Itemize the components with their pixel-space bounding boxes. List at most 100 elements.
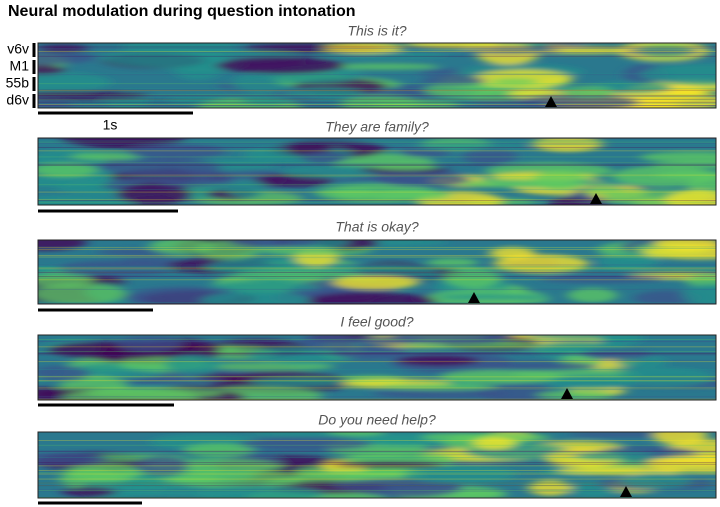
heatmap-stripe: [38, 94, 716, 96]
heatmap-blob: [684, 273, 716, 287]
heatmap-stripe: [38, 247, 716, 249]
heatmap-blob: [200, 291, 312, 304]
heatmap-stripe: [38, 451, 716, 453]
heatmap-stripe: [38, 272, 716, 274]
heatmap: [38, 138, 716, 205]
heatmap-stripe: [38, 485, 716, 486]
heatmap-blob: [171, 470, 304, 489]
heatmap-blob: [117, 183, 191, 205]
heatmap-stripe: [38, 83, 716, 85]
heatmap-stripe: [38, 482, 716, 484]
heatmap-stripe: [38, 388, 716, 390]
heatmap-blob: [38, 51, 97, 65]
heatmap-blob: [38, 240, 87, 251]
heatmap-stripe: [38, 184, 716, 186]
heatmap-stripe: [38, 279, 716, 281]
heatmap-blob: [317, 52, 449, 59]
heatmap-stripe: [38, 96, 716, 98]
heatmap-stripe: [38, 164, 716, 166]
heatmap-blob: [642, 245, 716, 260]
region-label: v6v: [7, 41, 29, 57]
heatmap-stripe: [38, 138, 716, 140]
heatmap-blob: [57, 260, 172, 277]
heatmap-stripe: [38, 340, 716, 342]
heatmap-stripe: [38, 354, 716, 356]
heatmap-stripe: [38, 274, 716, 276]
heatmap-blob: [284, 87, 365, 100]
heatmap-blob: [374, 173, 471, 187]
heatmap-stripe: [38, 376, 716, 378]
heatmap-blob: [203, 362, 335, 371]
heatmap-blob: [403, 464, 516, 484]
heatmap-stripe: [38, 265, 716, 267]
heatmap-stripe: [38, 162, 716, 164]
heatmap-stripe: [38, 89, 716, 91]
heatmap-blob: [156, 176, 221, 187]
heatmap-blob: [372, 388, 509, 399]
heatmap-blob: [225, 179, 267, 199]
region-label: 55b: [6, 75, 30, 91]
heatmap-stripe: [38, 199, 716, 201]
heatmap-blob: [332, 344, 408, 360]
heatmap-blob: [380, 383, 497, 391]
heatmap-blob: [371, 189, 452, 202]
figure-title: Neural modulation during question intona…: [8, 3, 356, 20]
heatmap-blob: [194, 485, 324, 498]
heatmap-blob: [471, 361, 598, 371]
heatmap-stripe: [38, 457, 716, 459]
heatmap-blob: [332, 188, 377, 199]
onset-marker: [468, 292, 480, 303]
heatmap-stripe: [38, 398, 716, 400]
heatmap-blob: [536, 390, 616, 400]
heatmap-frame: [37, 334, 717, 401]
heatmap-stripe: [38, 482, 716, 484]
heatmap-blob: [38, 91, 149, 100]
heatmap-blob: [472, 437, 516, 450]
heatmap-stripe: [38, 381, 716, 382]
heatmap-stripe: [38, 388, 716, 390]
heatmap-stripe: [38, 95, 716, 97]
heatmap-stripe: [38, 200, 716, 201]
heatmap-blob: [443, 267, 501, 288]
heatmap-blob: [581, 348, 652, 360]
heatmap-stripe: [38, 255, 716, 256]
heatmap-blob: [324, 63, 440, 70]
region-label: M1: [10, 58, 30, 74]
heatmap-blob: [299, 335, 356, 352]
heatmap-blob: [84, 387, 224, 400]
heatmap-blob: [396, 355, 480, 367]
heatmap-stripe: [38, 150, 716, 152]
heatmap-stripe: [38, 267, 716, 269]
heatmap-blob: [125, 475, 168, 496]
heatmap-stripe: [38, 141, 716, 143]
heatmap-stripe: [38, 271, 716, 273]
heatmap-stripe: [38, 141, 716, 143]
heatmap-stripe: [38, 174, 716, 176]
heatmap-stripe: [38, 191, 716, 193]
heatmap-blob: [38, 100, 75, 108]
heatmap-stripe: [38, 162, 716, 164]
heatmap-blob: [461, 47, 564, 54]
heatmap-stripe: [38, 485, 716, 487]
heatmap-stripe: [38, 380, 716, 381]
heatmap-stripe: [38, 99, 716, 101]
heatmap-blob: [374, 163, 436, 171]
heatmap-blob: [598, 253, 659, 270]
heatmap-stripe: [38, 102, 716, 104]
heatmap-stripe: [38, 444, 716, 446]
heatmap-blob: [622, 48, 703, 55]
heatmap-stripe: [38, 52, 716, 54]
heatmap-blob: [437, 293, 551, 300]
heatmap-stripe: [38, 396, 716, 398]
heatmap-stripe: [38, 341, 716, 343]
heatmap-blob: [238, 437, 372, 451]
heatmap-stripe: [38, 454, 716, 456]
heatmap-stripe: [38, 140, 716, 142]
heatmap-stripe: [38, 266, 716, 268]
heatmap-blob: [532, 138, 603, 152]
heatmap-stripe: [38, 247, 716, 248]
heatmap-blob: [421, 75, 487, 86]
heatmap-blob: [493, 254, 589, 274]
heatmap-stripe: [38, 351, 716, 352]
heatmap-blob: [38, 283, 127, 304]
